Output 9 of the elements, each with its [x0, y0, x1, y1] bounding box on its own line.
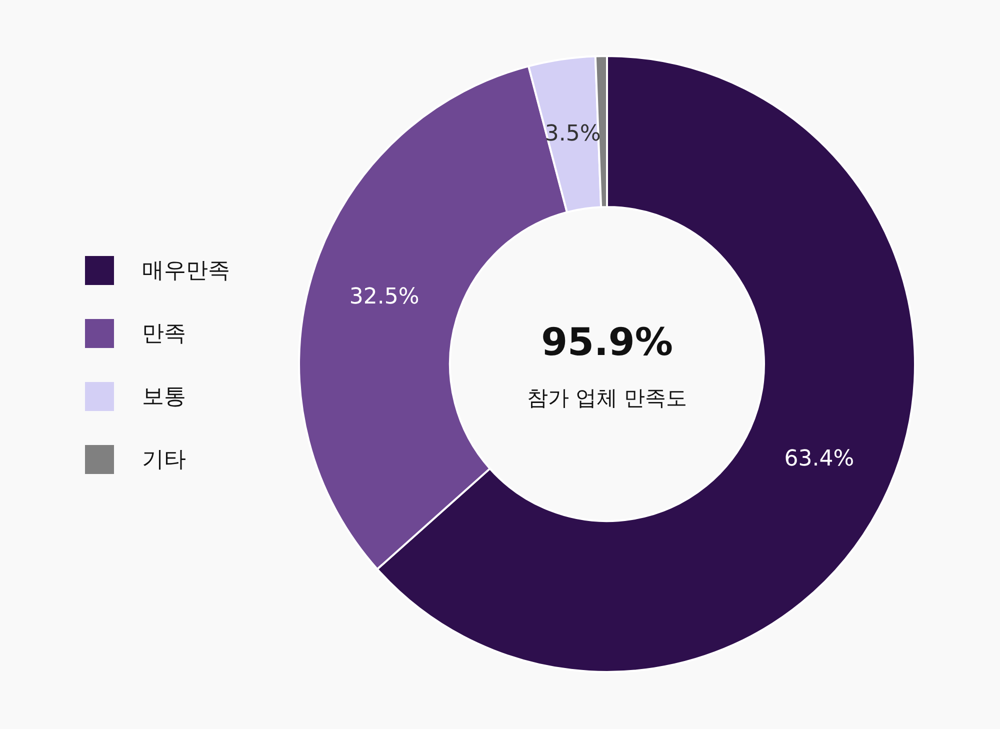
data-label: 3.5% — [544, 122, 601, 147]
legend-label: 매우만족 — [142, 258, 230, 284]
legend-label: 만족 — [142, 322, 186, 346]
text: 95.9% — [541, 320, 673, 364]
data-label: 32.5% — [349, 284, 420, 310]
legend-label: 보통 — [142, 384, 186, 410]
text: 참가 업체 만족도 — [526, 386, 688, 410]
legend-label: 기타 — [142, 448, 186, 472]
data-label: 63.4% — [784, 446, 854, 472]
